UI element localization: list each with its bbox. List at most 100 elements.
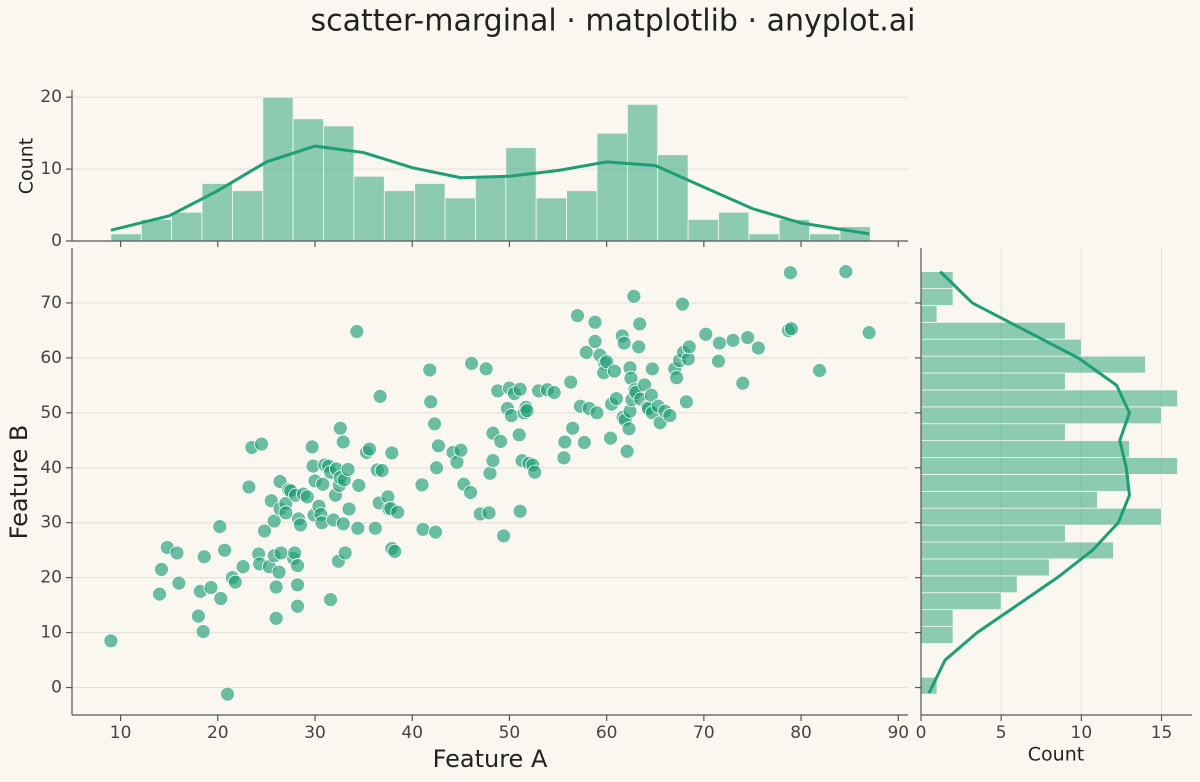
scatter-point <box>428 524 443 540</box>
scatter-point <box>493 433 509 449</box>
scatter-point <box>323 592 338 608</box>
scatter-point <box>257 523 272 539</box>
histogram-bar <box>231 190 264 242</box>
scatter-point <box>740 330 756 345</box>
histogram-bar <box>201 183 233 242</box>
right-x-axis-label: Count <box>1028 744 1084 766</box>
scatter-point <box>374 463 390 478</box>
histogram-bar <box>920 592 1002 611</box>
scatter-point <box>587 314 603 330</box>
scatter-point <box>349 324 365 339</box>
scatter-point <box>304 439 320 455</box>
histogram-bar <box>920 524 1066 543</box>
scatter-point <box>103 633 119 649</box>
scatter-point <box>589 405 605 421</box>
scatter-point <box>643 387 659 403</box>
kde-line <box>927 270 1132 694</box>
scatter-point <box>512 381 528 397</box>
scatter-point <box>431 438 446 454</box>
scatter-point <box>414 477 430 493</box>
y-axis-label: Feature B <box>5 425 33 540</box>
scatter-point <box>482 465 498 481</box>
histogram-bar <box>920 321 1066 340</box>
histogram-bar <box>920 423 1066 442</box>
x-tick-label: 90 <box>887 723 909 743</box>
scatter-point <box>681 339 697 355</box>
x-tick-label: 80 <box>790 723 812 743</box>
chart-title: scatter-marginal · matplotlib · anyplot.… <box>311 4 916 39</box>
x-tick-label: 70 <box>693 723 715 743</box>
y-tick-label: 40 <box>40 458 62 478</box>
y-tick-label: 70 <box>40 293 62 313</box>
y-tick-label: 30 <box>40 513 62 533</box>
scatter-point <box>415 521 431 537</box>
scatter-point <box>750 340 766 356</box>
scatter-point <box>278 505 294 521</box>
x-tick-label: 10 <box>1071 723 1093 743</box>
x-tick-label: 60 <box>596 723 618 743</box>
scatter-point <box>337 545 353 561</box>
y-tick-label: 0 <box>51 231 62 251</box>
scatter-point <box>254 436 269 452</box>
histogram-bar <box>920 355 1146 374</box>
x-tick-label: 20 <box>207 723 229 743</box>
scatter-point <box>335 516 351 532</box>
scatter-point <box>287 545 303 561</box>
x-tick-label: 10 <box>110 723 132 743</box>
scatter-point <box>271 564 287 580</box>
scatter-point <box>266 513 282 529</box>
scatter-point <box>169 545 185 561</box>
scatter-point <box>481 505 497 521</box>
y-tick-label: 0 <box>51 678 62 698</box>
histogram-bar <box>262 96 294 242</box>
scatter-point <box>429 460 444 476</box>
scatter-point <box>725 332 741 348</box>
scatter-point <box>698 326 714 342</box>
y-tick-label: 20 <box>40 568 62 588</box>
histogram-bar <box>920 507 1162 526</box>
histogram-bar <box>475 175 507 242</box>
scatter-point <box>570 308 585 323</box>
histogram-bar <box>687 219 719 242</box>
histogram-bar <box>566 190 598 242</box>
scatter-point <box>367 520 383 536</box>
histogram-bar <box>920 440 1130 458</box>
x-tick-label: 30 <box>304 723 326 743</box>
scatter-point <box>861 325 877 341</box>
histogram-bar <box>383 190 416 242</box>
scatter-point <box>427 416 442 432</box>
scatter-point <box>632 316 648 332</box>
scatter-point <box>546 385 562 400</box>
histogram-bar <box>920 558 1050 577</box>
scatter-point <box>565 420 581 436</box>
scatter-point <box>464 355 479 371</box>
scatter-point <box>621 421 637 437</box>
scatter-point <box>220 686 235 702</box>
scatter-point <box>290 577 305 593</box>
scatter-point <box>290 558 305 573</box>
scatter-point <box>608 391 624 406</box>
top-y-axis-label: Count <box>16 138 38 194</box>
scatter-point <box>527 464 543 480</box>
scatter-point <box>556 450 572 466</box>
scatter-point <box>362 441 377 457</box>
histogram-bar <box>323 125 355 242</box>
scatter-point <box>812 363 827 378</box>
histogram-bar <box>505 147 537 242</box>
scatter-point <box>519 403 535 419</box>
scatter-point <box>496 528 512 544</box>
scatter-point <box>675 296 690 312</box>
scatter-point <box>154 562 169 577</box>
scatter-point <box>190 608 206 624</box>
scatter-point <box>563 374 579 390</box>
scatter-point <box>423 394 439 410</box>
histogram-bar <box>920 474 1130 492</box>
scatter-point <box>711 353 726 369</box>
scatter-point <box>478 361 494 377</box>
y-tick-label: 50 <box>40 403 62 423</box>
x-tick-label: 40 <box>401 723 423 743</box>
scatter-point <box>783 321 799 337</box>
scatter-point <box>637 377 652 393</box>
